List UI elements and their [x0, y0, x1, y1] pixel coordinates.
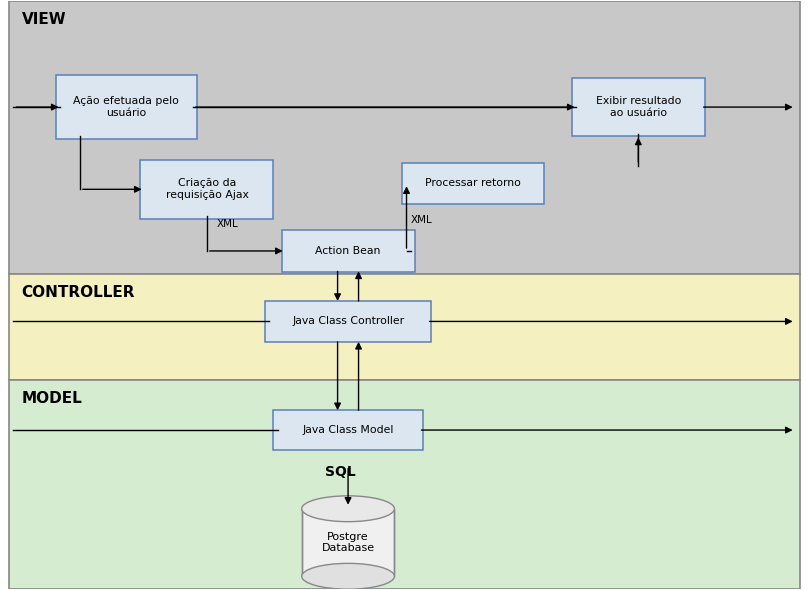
Text: XML: XML	[410, 215, 432, 225]
Text: MODEL: MODEL	[22, 391, 83, 406]
Text: Ação efetuada pelo
usuário: Ação efetuada pelo usuário	[74, 96, 180, 118]
FancyBboxPatch shape	[273, 410, 422, 450]
Bar	[10, 1, 799, 274]
Text: Postgre
Database: Postgre Database	[321, 532, 375, 553]
Ellipse shape	[302, 563, 395, 589]
FancyBboxPatch shape	[403, 163, 544, 204]
Bar	[10, 380, 799, 589]
Bar	[302, 509, 395, 576]
Ellipse shape	[302, 496, 395, 522]
Text: CONTROLLER: CONTROLLER	[22, 285, 135, 300]
Text: XML: XML	[217, 219, 239, 230]
Text: Action Bean: Action Bean	[316, 246, 381, 256]
FancyBboxPatch shape	[141, 160, 273, 219]
Text: SQL: SQL	[324, 465, 355, 478]
FancyBboxPatch shape	[265, 301, 430, 342]
Text: Processar retorno: Processar retorno	[425, 178, 521, 188]
FancyBboxPatch shape	[572, 78, 705, 136]
Text: Java Class Controller: Java Class Controller	[292, 316, 404, 326]
Text: VIEW: VIEW	[22, 12, 66, 27]
Text: Criação da
requisição Ajax: Criação da requisição Ajax	[166, 179, 248, 200]
FancyBboxPatch shape	[282, 231, 414, 271]
Bar	[10, 274, 799, 380]
Text: Java Class Model: Java Class Model	[303, 425, 394, 435]
FancyBboxPatch shape	[56, 75, 197, 139]
Text: Exibir resultado
ao usuário: Exibir resultado ao usuário	[595, 96, 681, 118]
